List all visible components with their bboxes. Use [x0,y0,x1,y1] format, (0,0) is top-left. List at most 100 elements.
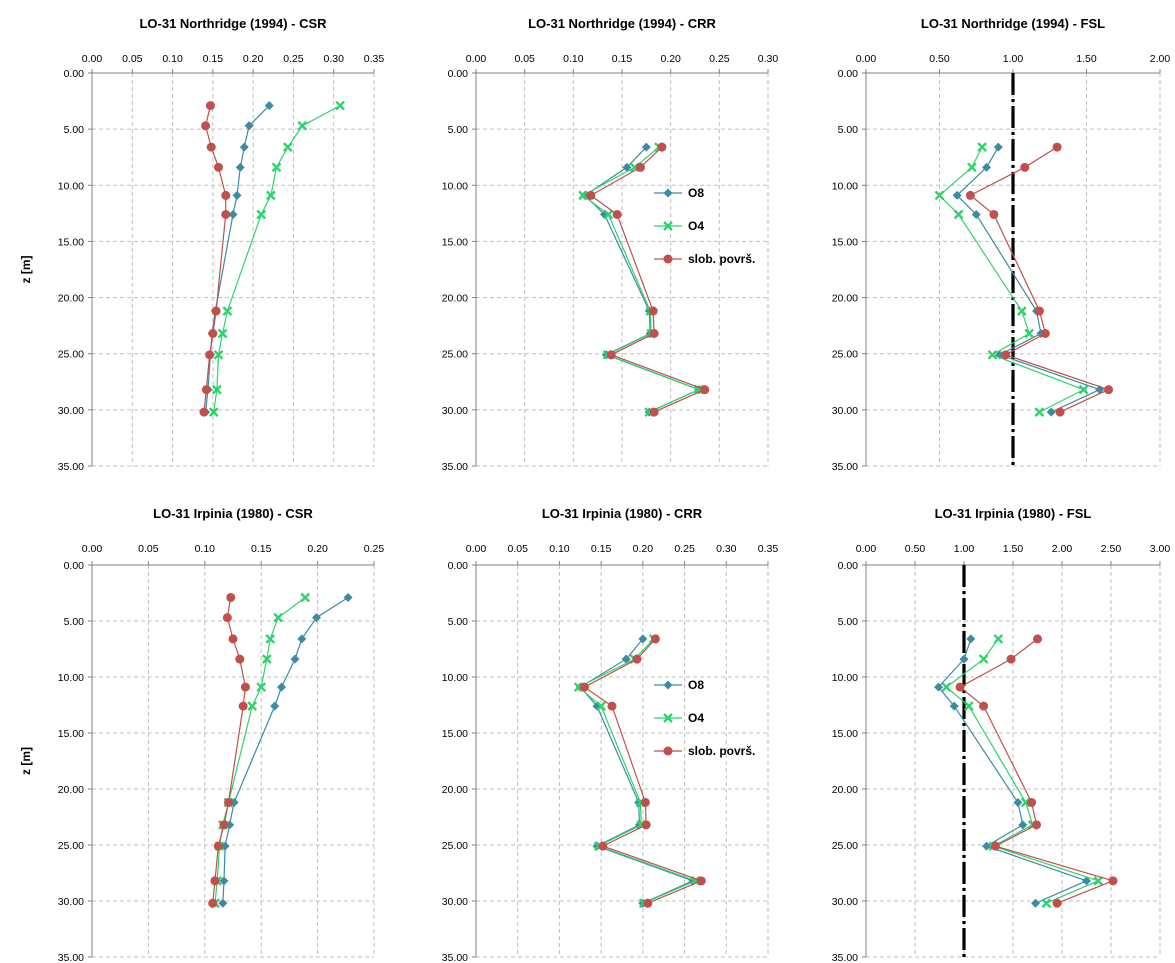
y-tick-label: 0.00 [448,68,469,80]
y-tick-label: 20.00 [832,293,858,305]
y-tick-label: 5.00 [448,124,469,136]
data-point-o8 [277,682,287,692]
y-tick-label: 10.00 [442,672,468,684]
data-point-slob [965,190,975,200]
chart-title: LO-31 Northridge (1994) - FSL [921,16,1105,31]
data-point-o8 [621,654,631,664]
y-tick-label: 15.00 [832,236,858,248]
data-point-o4 [222,306,233,316]
x-tick-label: 0.25 [283,53,304,65]
data-point-slob [1052,142,1062,152]
y-tick-label: 10.00 [442,180,468,192]
series-line-slob [212,597,247,904]
data-point-slob [205,101,215,111]
data-point-o8 [1018,820,1028,830]
data-point-o4 [335,100,346,111]
x-tick-label: 0.00 [82,53,103,65]
x-tick-label: 0.15 [591,543,612,555]
y-tick-label: 20.00 [442,784,468,796]
data-point-o8 [297,634,307,644]
chart-title: LO-31 Northridge (1994) - CRR [528,16,716,31]
data-point-o4 [1024,328,1035,339]
data-point-slob [1001,350,1011,360]
data-point-slob [240,682,250,692]
data-point-o8 [239,142,249,152]
y-tick-label: 30.00 [442,896,468,908]
x-tick-label: 0.10 [563,53,584,65]
data-point-slob [213,841,223,851]
data-point-o8 [343,592,353,602]
data-point-slob [612,209,622,219]
y-tick-label: 0.00 [838,560,859,572]
data-point-slob [223,797,233,807]
data-point-o4 [966,162,977,173]
legend: O8 O4 slob. površ. [654,186,755,266]
x-tick-label: 0.50 [929,53,950,65]
legend: O8 O4 slob. površ. [654,678,755,758]
data-point-slob [635,162,645,172]
y-tick-label: 5.00 [448,616,469,628]
x-tick-label: 0.30 [323,53,344,65]
data-point-o8 [949,701,959,711]
y-tick-label: 30.00 [832,896,858,908]
data-point-slob [1034,306,1044,316]
x-tick-label: 0.20 [307,543,328,555]
y-tick-label: 15.00 [58,236,84,248]
data-point-o4 [953,209,964,220]
y-tick-label: 20.00 [442,293,468,305]
data-point-slob [979,701,989,711]
data-point-o8 [982,841,992,851]
panel-5: LO-31 Irpinia (1980) - CRR 0.00 0.05 0.10 0.… [442,506,779,963]
data-point-slob [206,142,216,152]
x-tick-label: 0.15 [251,543,272,555]
y-tick-label: 10.00 [832,672,858,684]
y-tick-label: 35.00 [58,952,84,963]
series-line-o4 [945,638,1100,904]
x-tick-label: 0.00 [856,53,877,65]
panel-4: LO-31 Irpinia (1980) - CSR 0.00 0.05 0.10 0.… [19,506,384,963]
data-point-slob [221,190,231,200]
y-tick-label: 20.00 [832,784,858,796]
data-point-slob [199,407,209,417]
x-tick-label: 0.20 [243,53,264,65]
data-point-slob [650,634,660,644]
data-point-o8 [232,190,242,200]
x-tick-label: 0.20 [660,53,681,65]
legend-marker-slob [663,746,673,756]
x-tick-label: 0.35 [364,53,385,65]
data-point-slob [607,701,617,711]
data-point-slob [228,634,238,644]
data-point-o4 [247,701,258,711]
y-tick-label: 30.00 [58,896,84,908]
y-tick-label: 25.00 [442,840,468,852]
data-point-slob [1020,162,1030,172]
legend-label-o8: O8 [688,678,704,692]
y-tick-label: 25.00 [58,349,84,361]
series-line-o4 [213,105,341,413]
y-tick-label: 35.00 [442,952,468,963]
data-point-slob [640,797,650,807]
data-point-slob [221,209,231,219]
y-tick-label: 0.00 [64,68,85,80]
data-point-o4 [1034,407,1045,417]
x-tick-label: 0.30 [758,53,779,65]
y-tick-label: 25.00 [58,840,84,852]
data-point-slob [1055,407,1065,417]
x-tick-label: 0.05 [138,543,159,555]
x-tick-label: 0.05 [122,53,143,65]
data-point-slob [1033,634,1042,644]
legend-label-o8: O8 [688,186,704,200]
data-point-slob [606,350,616,360]
series-line-o4 [214,597,306,904]
data-point-o8 [952,190,962,200]
data-point-o8 [982,162,992,172]
data-point-o8 [959,654,969,664]
y-tick-label: 30.00 [58,405,84,417]
data-point-slob [1040,329,1050,339]
y-tick-label: 35.00 [58,461,84,473]
data-point-o4 [978,654,989,664]
chart-title: LO-31 Irpinia (1980) - CSR [153,506,313,521]
data-point-slob [641,820,651,830]
y-tick-label: 25.00 [832,349,858,361]
data-point-o8 [218,898,228,908]
